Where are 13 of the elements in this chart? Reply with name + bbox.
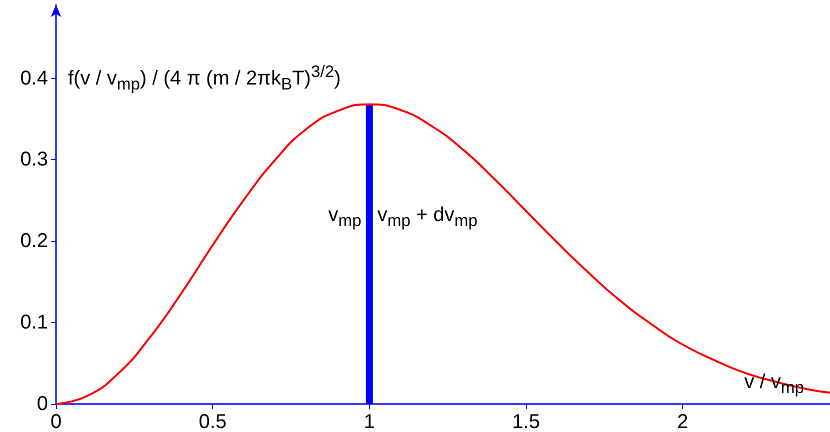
y-tick-label: 0.1 <box>20 312 48 334</box>
x-tick-label: 2 <box>677 411 688 432</box>
x-tick-label: 0 <box>50 411 62 432</box>
annotation: v$_{mp}$ <box>328 202 362 232</box>
y-tick-label: 0 <box>36 393 48 415</box>
y-tick-label: 0.2 <box>20 230 48 252</box>
x-tick-label: 0.5 <box>198 411 227 432</box>
x-tick-label: 1.5 <box>512 411 540 432</box>
y-tick-label: 0.3 <box>20 148 48 171</box>
y-axis-title: f(v / v$_{mp}$) / (4 π (m / 2πk$_{B}$T)$^{3/2}$) <box>68 61 341 96</box>
y-tick-label: 0.4 <box>20 67 48 90</box>
x-tick-label: 1 <box>364 411 375 432</box>
annotation: v$_{mp}$ + dv$_{mp}$ <box>377 202 478 232</box>
